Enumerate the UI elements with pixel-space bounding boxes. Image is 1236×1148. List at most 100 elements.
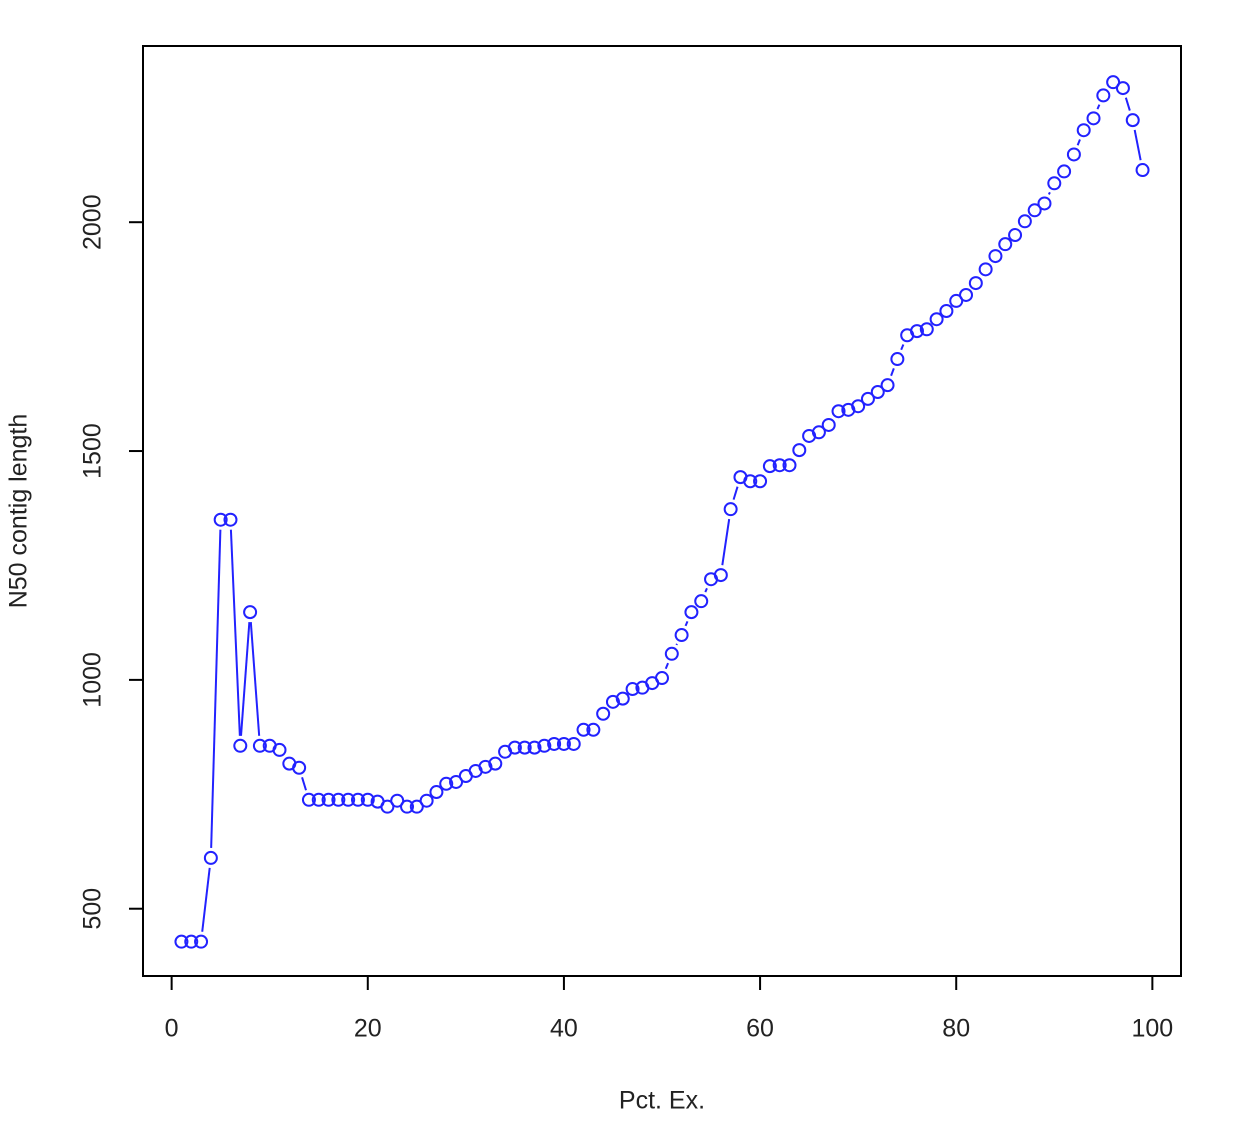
- point: [968, 276, 983, 291]
- point: [507, 740, 522, 755]
- point: [949, 293, 964, 308]
- line-segment: [240, 622, 251, 736]
- point: [429, 785, 444, 800]
- point: [723, 502, 738, 517]
- point: [762, 459, 777, 474]
- point: [694, 594, 709, 609]
- point: [1115, 81, 1130, 96]
- point: [851, 399, 866, 414]
- point: [988, 249, 1003, 264]
- point: [1096, 88, 1111, 103]
- point: [880, 378, 895, 393]
- point: [184, 934, 199, 949]
- point: [439, 776, 454, 791]
- point: [586, 722, 601, 737]
- point: [743, 474, 758, 489]
- point: [929, 312, 944, 327]
- y-tick-label: 2000: [79, 194, 107, 250]
- point: [537, 738, 552, 753]
- point: [1017, 214, 1032, 229]
- point: [292, 760, 307, 775]
- point: [390, 793, 405, 808]
- line-segment: [721, 518, 731, 566]
- point: [174, 934, 189, 949]
- y-axis-label: N50 contig length: [5, 414, 33, 609]
- point: [213, 512, 228, 527]
- point: [998, 237, 1013, 252]
- point: [419, 793, 434, 808]
- line-segment: [675, 643, 678, 646]
- point: [860, 391, 875, 406]
- y-tick-label: 500: [79, 888, 107, 930]
- point: [1076, 123, 1091, 138]
- point: [909, 324, 924, 339]
- point: [782, 458, 797, 473]
- point: [1066, 147, 1081, 162]
- point: [576, 722, 591, 737]
- point: [753, 474, 768, 489]
- point: [321, 792, 336, 807]
- point: [1027, 203, 1042, 218]
- x-tick-label: 40: [550, 1015, 578, 1043]
- point: [380, 799, 395, 814]
- point: [409, 799, 424, 814]
- point: [919, 322, 934, 337]
- point: [664, 646, 679, 661]
- point: [605, 694, 620, 709]
- point: [341, 792, 356, 807]
- line-segment: [1096, 104, 1101, 110]
- point: [625, 682, 640, 697]
- y-tick-label: 1500: [79, 423, 107, 479]
- x-tick-label: 20: [354, 1015, 382, 1043]
- point: [1057, 164, 1072, 179]
- x-tick-label: 80: [942, 1015, 970, 1043]
- x-tick-label: 0: [165, 1015, 179, 1043]
- point: [311, 792, 326, 807]
- point: [272, 742, 287, 757]
- point: [203, 850, 218, 865]
- point: [959, 287, 974, 302]
- line-segment: [210, 529, 222, 848]
- point: [821, 417, 836, 432]
- point: [449, 774, 464, 789]
- x-tick-label: 60: [746, 1015, 774, 1043]
- line-segment: [890, 368, 895, 377]
- line-segment: [229, 529, 241, 736]
- point: [566, 736, 581, 751]
- x-axis-label: Pct. Ex.: [619, 1087, 705, 1115]
- point: [1106, 75, 1121, 90]
- point: [243, 605, 258, 620]
- plot-frame: [142, 45, 1182, 977]
- point: [556, 736, 571, 751]
- point: [400, 799, 415, 814]
- line-segment: [201, 867, 211, 932]
- x-tick-label: 100: [1132, 1015, 1174, 1043]
- line-segment: [1076, 139, 1081, 146]
- point: [655, 671, 669, 686]
- line-segment: [704, 587, 708, 593]
- point: [252, 738, 267, 753]
- point: [1125, 113, 1140, 128]
- point: [527, 740, 542, 755]
- point: [478, 759, 493, 774]
- point: [870, 385, 885, 400]
- point: [360, 792, 375, 807]
- line-segment: [301, 777, 307, 791]
- line-segment: [1124, 97, 1131, 111]
- point: [1135, 163, 1150, 178]
- point: [713, 568, 728, 583]
- point: [674, 628, 689, 643]
- point: [811, 425, 826, 440]
- point: [301, 792, 316, 807]
- point: [233, 738, 248, 753]
- point: [684, 605, 699, 620]
- point: [194, 934, 209, 949]
- point: [831, 404, 846, 419]
- point: [547, 736, 562, 751]
- point: [772, 458, 787, 473]
- point: [1037, 196, 1052, 211]
- point: [331, 792, 346, 807]
- line-segment: [684, 620, 689, 627]
- point: [517, 740, 532, 755]
